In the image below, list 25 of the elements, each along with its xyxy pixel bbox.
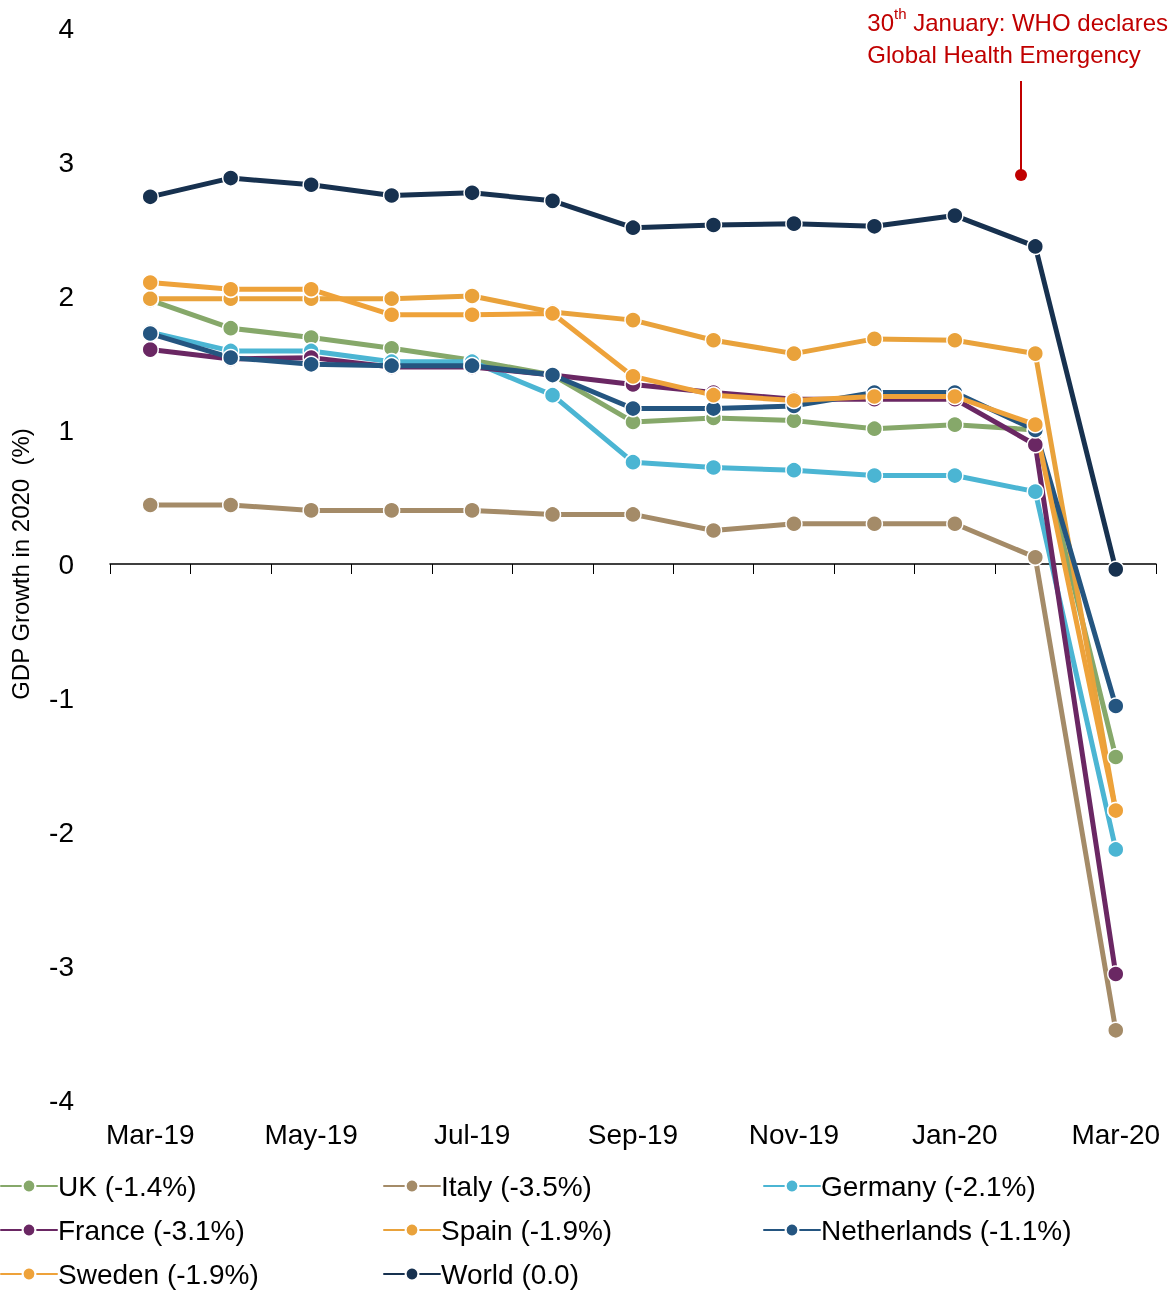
x-tick-label: Jan-20 — [912, 1118, 998, 1150]
y-axis-title: GDP Growth in 2020 (%) — [6, 428, 34, 700]
y-tick-label: 0 — [58, 548, 74, 580]
y-tick-label: -4 — [49, 1084, 74, 1116]
y-tick-label: 4 — [58, 12, 74, 44]
x-tick-label: Sep-19 — [587, 1118, 679, 1150]
x-tick-label: Mar-19 — [105, 1118, 195, 1150]
x-tick-label: May-19 — [264, 1118, 358, 1150]
legend-label: France (-3.1%) — [58, 1214, 245, 1246]
legend-label: Germany (-2.1%) — [821, 1170, 1036, 1202]
y-tick-label: -2 — [49, 816, 74, 848]
y-tick-label: 2 — [58, 280, 74, 312]
legend-label: Spain (-1.9%) — [441, 1214, 613, 1246]
x-tick-label: Nov-19 — [748, 1118, 840, 1150]
x-tick-label: Jul-19 — [433, 1118, 511, 1150]
y-tick-label: -3 — [49, 950, 74, 982]
legend-label: Netherlands (-1.1%) — [821, 1214, 1072, 1246]
legend-label: Sweden (-1.9%) — [58, 1258, 259, 1290]
y-tick-label: 1 — [58, 414, 74, 446]
legend-label: World (0.0) — [441, 1258, 579, 1290]
x-tick-label: Mar-20 — [1071, 1118, 1161, 1150]
legend-label: UK (-1.4%) — [58, 1170, 197, 1202]
y-tick-label: 3 — [58, 146, 74, 178]
legend-label: Italy (-3.5%) — [441, 1170, 592, 1202]
y-tick-label: -1 — [49, 682, 74, 714]
